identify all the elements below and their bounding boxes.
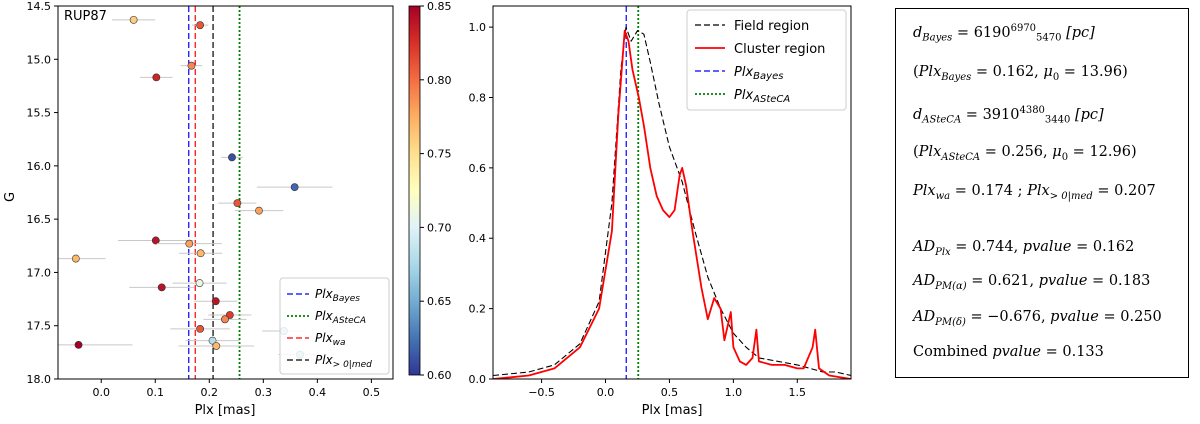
scatter-point	[74, 340, 83, 349]
left-xtick-label: 0.0	[92, 386, 110, 399]
left-ytick-label: 15.5	[27, 107, 52, 120]
colorbar-tick-label: 0.65	[427, 295, 452, 308]
ad-plx-line: ADPlx = 0.744, pvalue = 0.162	[913, 239, 1135, 258]
scatter-point	[212, 342, 221, 350]
left-ylabel: G	[3, 192, 18, 202]
ad-pm-delta-line: ADPM(δ) = −0.676, pvalue = 0.250	[913, 309, 1162, 328]
left-ytick-label: 17.5	[27, 320, 52, 333]
scatter-point	[196, 21, 205, 30]
left-xtick-label: 0.2	[201, 386, 219, 399]
left-ytick-label: 14.5	[27, 0, 52, 13]
scatter-point	[290, 183, 299, 192]
scatter-point	[151, 236, 160, 245]
series-line-field-region	[493, 26, 851, 377]
scatter-point	[196, 249, 205, 258]
left-xtick-label: 0.5	[363, 386, 381, 399]
colorbar-tick-label: 0.70	[427, 221, 452, 234]
middle-ytick-label: 0.8	[469, 91, 487, 104]
combined-pvalue-line: Combined pvalue = 0.133	[913, 344, 1104, 360]
scatter-point	[157, 283, 166, 292]
left-scatter-panel: 0.0 0.1 0.2 0.3 0.4 0.5 14.5 15.0 15.5 16.0 16.5 17…	[3, 0, 394, 418]
colorbar: 0.60 0.65 0.70 0.75 0.80 0.85	[408, 0, 452, 382]
left-legend-box	[279, 277, 390, 375]
middle-legend-label-cluster: Cluster region	[734, 42, 825, 57]
left-ytick-label: 15.0	[27, 53, 52, 66]
middle-ytick-label: 0.4	[469, 232, 487, 245]
scatter-point	[233, 199, 242, 208]
middle-ytick-label: 0.6	[469, 162, 487, 175]
scatter-point	[255, 206, 263, 215]
left-ytick-label: 18.0	[27, 373, 52, 386]
middle-xlabel: Plx [mas]	[642, 403, 703, 418]
middle-legend-box	[686, 9, 847, 111]
colorbar-tick-label: 0.80	[427, 74, 452, 87]
middle-ytick-label: 0.0	[469, 373, 487, 386]
left-xlabel: Plx [mas]	[195, 403, 256, 418]
middle-ytick-label: 1.0	[469, 21, 487, 34]
middle-plot-frame	[492, 5, 852, 380]
scatter-point	[129, 15, 138, 24]
middle-xtick-label: 0.0	[597, 386, 615, 399]
left-plot-frame	[57, 5, 394, 380]
scatter-point	[187, 61, 196, 70]
scatter-point	[228, 153, 236, 162]
stats-panel: dBayes = 619069705470 [pc] (PlxBayes = 0…	[895, 8, 1189, 378]
left-xtick-label: 0.3	[255, 386, 273, 399]
left-xtick-label: 0.4	[309, 386, 327, 399]
scatter-point	[152, 73, 161, 82]
scatter-point	[221, 315, 229, 324]
scatter-point	[225, 311, 234, 319]
scatter-point	[211, 297, 220, 306]
plx-wa-med-line: Plxwa = 0.174 ; Plx> 0|med = 0.207	[913, 183, 1156, 202]
left-title: RUP87	[64, 9, 107, 24]
plx-asteca-line: (PlxASteCA = 0.256, μ0 = 12.96)	[913, 144, 1137, 163]
left-ytick-label: 16.5	[27, 213, 52, 226]
series-line-cluster-region	[493, 29, 851, 379]
colorbar-tick-label: 0.60	[427, 369, 452, 382]
scatter-point	[196, 325, 205, 333]
middle-xtick-label: −0.5	[528, 386, 555, 399]
colorbar-gradient	[408, 5, 421, 376]
colorbar-tick-label: 0.75	[427, 148, 452, 161]
middle-xtick-label: 0.5	[661, 386, 679, 399]
middle-density-panel: −0.5 0.0 0.5 1.0 1.5 0.0 0.2 0.4 0.6 0.8 1.0 Plx […	[469, 5, 852, 418]
left-ytick-label: 17.0	[27, 266, 52, 279]
plx-bayes-line: (PlxBayes = 0.162, μ0 = 13.96)	[913, 64, 1128, 83]
left-xtick-label: 0.1	[147, 386, 165, 399]
scatter-point	[208, 336, 217, 345]
middle-xtick-label: 1.0	[725, 386, 743, 399]
scatter-point	[71, 254, 80, 263]
scatter-point	[185, 239, 194, 248]
left-ytick-label: 16.0	[27, 160, 52, 173]
ad-pm-alpha-line: ADPM(α) = 0.621, pvalue = 0.183	[913, 273, 1151, 292]
d-asteca-line: dASteCA = 391043803440 [pc]	[913, 105, 1104, 126]
colorbar-tick-label: 0.85	[427, 0, 452, 13]
scatter-point	[195, 279, 204, 287]
middle-xtick-label: 1.5	[789, 386, 807, 399]
middle-ytick-label: 0.2	[469, 303, 487, 316]
middle-legend-label-field: Field region	[734, 19, 809, 34]
d-bayes-line: dBayes = 619069705470 [pc]	[913, 23, 1095, 44]
